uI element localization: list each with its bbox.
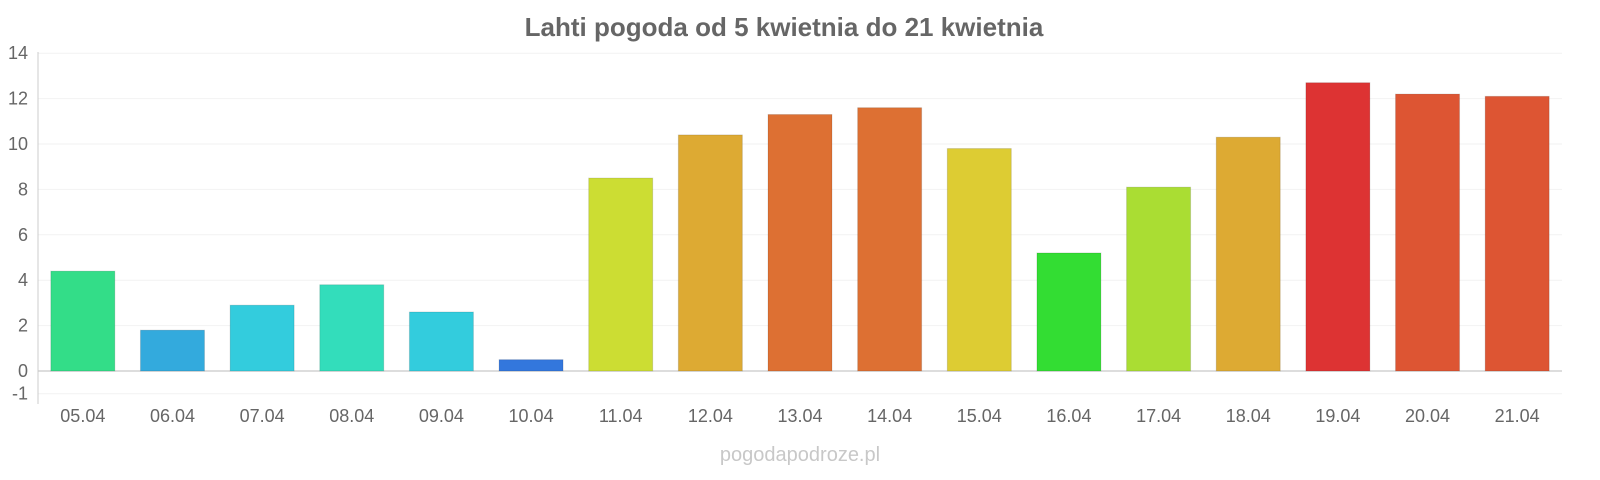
- bar-17.04[interactable]: [1126, 186, 1192, 372]
- y-tick-label: 10: [8, 134, 28, 154]
- bar-06.04[interactable]: [139, 329, 205, 372]
- bar-07.04[interactable]: [229, 304, 295, 372]
- x-tick-label: 13.04: [777, 406, 822, 426]
- bar-10.04[interactable]: [498, 359, 564, 372]
- x-tick-label: 14.04: [867, 406, 912, 426]
- x-tick-label: 17.04: [1136, 406, 1181, 426]
- x-axis: 05.04 06.04 07.04 08.04 09.04 10.04 11.04 12.04…: [60, 406, 1539, 426]
- bar-05.04[interactable]: [50, 270, 116, 372]
- x-tick-label: 15.04: [957, 406, 1002, 426]
- bar-14.04[interactable]: [857, 107, 923, 372]
- bar-12.04[interactable]: [677, 134, 743, 372]
- x-tick-label: 18.04: [1226, 406, 1271, 426]
- bar-09.04[interactable]: [408, 311, 474, 372]
- x-tick-label: 10.04: [509, 406, 554, 426]
- chart-title: Lahti pogoda od 5 kwietnia do 21 kwietni…: [525, 12, 1044, 42]
- y-axis: -1 0 2 4 6 8 10 12 14: [8, 43, 28, 404]
- x-tick-label: 08.04: [329, 406, 374, 426]
- x-tick-label: 05.04: [60, 406, 105, 426]
- x-tick-label: 07.04: [240, 406, 285, 426]
- bar-11.04[interactable]: [588, 177, 654, 372]
- bar-13.04[interactable]: [767, 113, 833, 372]
- x-tick-label: 12.04: [688, 406, 733, 426]
- x-tick-label: 09.04: [419, 406, 464, 426]
- y-tick-label: 0: [18, 361, 28, 381]
- footer-watermark: pogodapodroze.pl: [720, 444, 880, 466]
- x-tick-label: 16.04: [1046, 406, 1091, 426]
- bar-19.04[interactable]: [1305, 82, 1371, 372]
- bars: [50, 82, 1550, 372]
- x-tick-label: 19.04: [1315, 406, 1360, 426]
- x-tick-label: 11.04: [599, 406, 643, 426]
- bar-16.04[interactable]: [1036, 252, 1102, 372]
- bar-21.04[interactable]: [1484, 95, 1550, 372]
- x-tick-label: 20.04: [1405, 406, 1450, 426]
- bar-08.04[interactable]: [319, 284, 385, 372]
- y-tick-label: 8: [18, 179, 28, 199]
- bar-15.04[interactable]: [946, 148, 1012, 372]
- x-tick-label: 06.04: [150, 406, 195, 426]
- y-tick-label: 6: [18, 225, 28, 245]
- x-tick-label: 21.04: [1495, 406, 1540, 426]
- bar-20.04[interactable]: [1395, 93, 1461, 372]
- y-tick-label: 14: [8, 43, 28, 63]
- bar-18.04[interactable]: [1215, 136, 1281, 372]
- y-tick-label: 12: [8, 89, 28, 109]
- y-tick-label: 4: [18, 270, 28, 290]
- y-tick-label: 2: [18, 316, 28, 336]
- y-tick-label: -1: [12, 384, 28, 404]
